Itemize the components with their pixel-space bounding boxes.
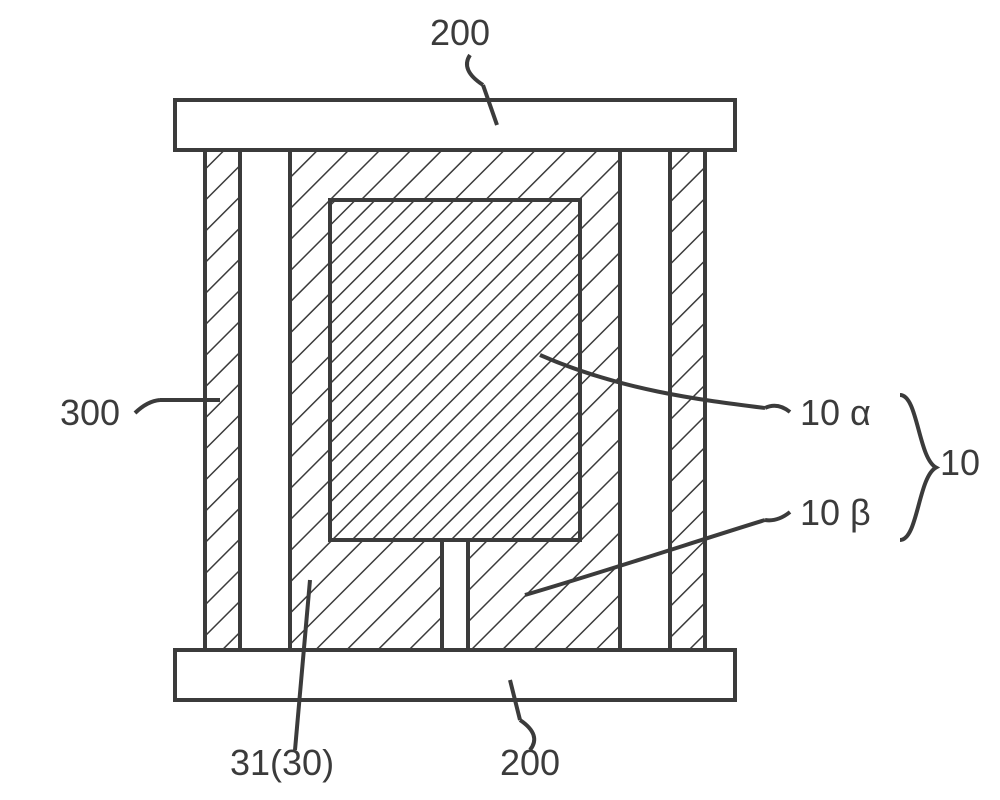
label-200-top: 200	[430, 12, 490, 53]
top-plate-200	[175, 100, 735, 150]
bottom-plate-200	[175, 650, 735, 700]
label-300: 300	[60, 392, 120, 433]
label-10: 10	[940, 442, 980, 483]
diagram-root: 200 300 31(30) 200 10 α 10 β 10	[0, 0, 1000, 800]
column-right	[620, 150, 670, 650]
label-31-30: 31(30)	[230, 742, 334, 783]
bottom-notch	[442, 540, 468, 650]
label-200-bottom: 200	[500, 742, 560, 783]
brace-10	[900, 395, 936, 540]
column-left	[240, 150, 290, 650]
label-10-alpha: 10 α	[800, 392, 871, 433]
label-10-beta: 10 β	[800, 492, 871, 533]
inner-core-10alpha	[330, 200, 580, 540]
